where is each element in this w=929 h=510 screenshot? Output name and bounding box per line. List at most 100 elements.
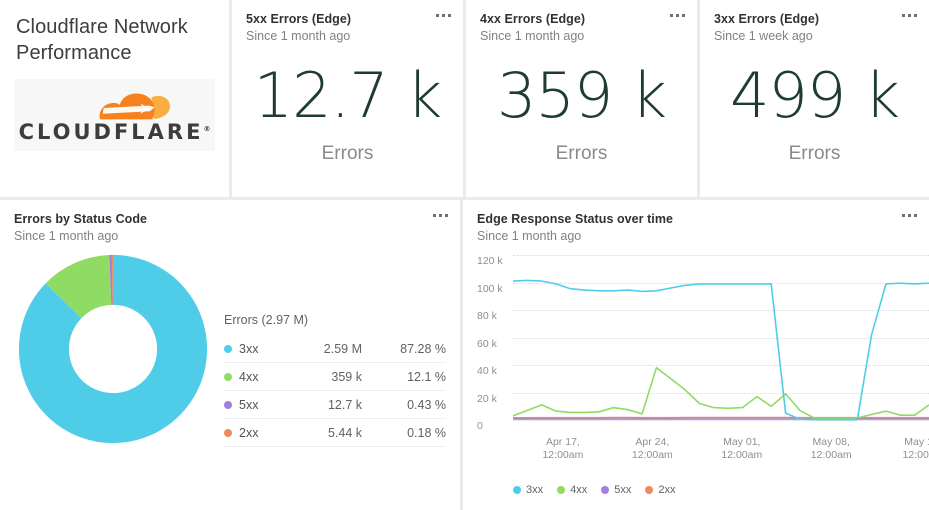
legend-row[interactable]: 5xx 12.7 k 0.43 %: [224, 391, 446, 419]
x-axis-tick: May 01, 12:00am: [721, 436, 763, 461]
legend-label: 4xx: [570, 484, 588, 496]
grid-line: [513, 392, 929, 394]
legend-percent: 0.18 %: [407, 425, 446, 440]
y-axis-tick: 120 k: [477, 255, 503, 267]
grid-line: [513, 365, 929, 366]
chart-legend-item[interactable]: 4xx: [557, 484, 587, 496]
ellipsis-icon[interactable]: [902, 14, 917, 17]
cloudflare-cloud-icon: [99, 93, 170, 120]
y-axis-tick: 20 k: [477, 392, 497, 405]
legend-total-label: Errors (2.97 M): [224, 313, 309, 327]
legend-color-dot: [557, 486, 566, 494]
legend-category: 2xx: [239, 425, 259, 440]
panel-title: 3xx Errors (Edge): [714, 12, 820, 26]
donut-slice-2xx[interactable]: [111, 254, 113, 305]
panel-subtitle: Since 1 month ago: [14, 229, 119, 243]
legend-color-dot: [224, 372, 232, 381]
y-axis-tick: 0: [477, 420, 483, 432]
panel-subtitle: Since 1 month ago: [246, 29, 351, 43]
legend-value: 12.7 k: [327, 397, 362, 412]
legend-label: 3xx: [526, 484, 544, 496]
legend-value: 2.59 M: [323, 341, 362, 356]
donut-chart-wrap: [0, 251, 220, 447]
panel-subtitle: Since 1 week ago: [714, 29, 813, 43]
x-axis-tick: Apr 24, 12:00am: [631, 436, 673, 461]
donut-slice-4xx[interactable]: [45, 254, 112, 319]
line-chart-area: 0 20 k 40 k 60 k 80 k 100 k 120 k Apr 17, 12:00a…: [463, 249, 929, 461]
legend-color-dot: [601, 486, 610, 494]
donut-slice-3xx[interactable]: [18, 254, 208, 444]
panel-header: Edge Response Status over time Since 1 m…: [463, 200, 929, 243]
donut-chart: [18, 254, 208, 444]
x-axis-line: [513, 420, 929, 421]
line-chart-plot: [513, 279, 929, 421]
y-axis-tick: 40 k: [477, 365, 497, 377]
grid-line: [513, 310, 929, 311]
grid-line: [513, 255, 929, 256]
dashboard-title: Cloudflare Network Performance: [16, 16, 188, 65]
kpi-panel-5xx: 5xx Errors (Edge) Since 1 month ago 12.7…: [232, 0, 463, 197]
legend-label: 2xx: [658, 484, 676, 496]
kpi-value: 499 k: [730, 59, 900, 132]
legend-rows: 3xx 2.59 M 87.28 % 4xx 359 k 12.1 % 5xx 12.7 k 0…: [224, 335, 446, 447]
ellipsis-icon[interactable]: [433, 214, 448, 217]
panel-title: 5xx Errors (Edge): [246, 12, 352, 26]
legend-percent: 12.1 %: [407, 369, 446, 384]
chart-legend-item[interactable]: 3xx: [513, 484, 543, 496]
panel-title: 4xx Errors (Edge): [480, 12, 586, 26]
ellipsis-icon[interactable]: [902, 214, 917, 217]
kpi-value: 359 k: [497, 59, 667, 132]
legend-row[interactable]: 2xx 5.44 k 0.18 %: [224, 419, 446, 447]
grid-line: [513, 337, 929, 339]
trademark-symbol: ®: [203, 124, 211, 133]
panel-header: Errors by Status Code Since 1 month ago: [0, 200, 460, 243]
ellipsis-icon[interactable]: [670, 14, 685, 17]
dashboard-title-panel: Cloudflare Network Performance CLOUDFLAR…: [0, 0, 229, 197]
kpi-panel-3xx: 3xx Errors (Edge) Since 1 week ago 499 k…: [700, 0, 929, 197]
legend-color-dot: [645, 486, 654, 494]
panel-title: Edge Response Status over time: [477, 212, 674, 226]
chart-legend-item[interactable]: 2xx: [645, 484, 676, 496]
panel-header: 3xx Errors (Edge) Since 1 week ago: [700, 0, 929, 43]
legend-row[interactable]: 4xx 359 k 12.1 %: [224, 363, 446, 391]
legend-value: 5.44 k: [327, 425, 362, 440]
line-chart-legend: 3xx 4xx 5xx 2xx: [513, 484, 676, 496]
cloudflare-wordmark-text: CLOUDFLARE: [18, 119, 204, 144]
legend-percent: 87.28 %: [400, 341, 446, 356]
kpi-label: Errors: [788, 143, 841, 164]
kpi-label: Errors: [555, 143, 608, 164]
legend-row[interactable]: 3xx 2.59 M 87.28 %: [224, 335, 446, 363]
x-axis-tick: May 08, 12:00am: [810, 436, 852, 461]
panel-header: 5xx Errors (Edge) Since 1 month ago: [232, 0, 463, 43]
kpi-panel-4xx: 4xx Errors (Edge) Since 1 month ago 359 …: [466, 0, 697, 197]
kpi-value: 12.7 k: [253, 59, 443, 132]
y-axis-tick: 100 k: [477, 282, 503, 295]
donut-body: Errors (2.97 M) 3xx 2.59 M 87.28 % 4xx 359 k…: [0, 243, 460, 447]
donut-slice-5xx[interactable]: [109, 254, 113, 305]
legend-category: 5xx: [239, 397, 259, 412]
donut-legend: Errors (2.97 M) 3xx 2.59 M 87.28 % 4xx 359 k…: [220, 251, 460, 447]
y-axis-tick: 80 k: [477, 310, 497, 322]
chart-legend-item[interactable]: 5xx: [601, 484, 631, 496]
grid-line: [513, 282, 929, 284]
legend-category: 4xx: [239, 369, 259, 384]
legend-color-dot: [224, 400, 232, 409]
panel-header: 4xx Errors (Edge) Since 1 month ago: [466, 0, 697, 43]
panel-subtitle: Since 1 month ago: [477, 229, 582, 243]
panel-subtitle: Since 1 month ago: [480, 29, 585, 43]
x-axis-tick: May 112:00a: [902, 436, 929, 461]
line-series-3xx: [513, 279, 929, 421]
x-axis-tick: Apr 17, 12:00am: [542, 436, 584, 461]
y-axis-tick: 60 k: [477, 337, 497, 350]
legend-color-dot: [224, 344, 232, 353]
panel-title: Errors by Status Code: [14, 212, 148, 226]
cloudflare-wordmark: CLOUDFLARE®: [18, 119, 211, 144]
edge-response-status-panel: Edge Response Status over time Since 1 m…: [463, 200, 929, 510]
legend-color-dot: [513, 486, 521, 494]
cloudflare-logo: CLOUDFLARE®: [14, 78, 215, 151]
legend-percent: 0.43 %: [407, 397, 446, 412]
legend-color-dot: [224, 428, 232, 437]
kpi-label: Errors: [321, 143, 374, 164]
ellipsis-icon[interactable]: [436, 14, 451, 17]
